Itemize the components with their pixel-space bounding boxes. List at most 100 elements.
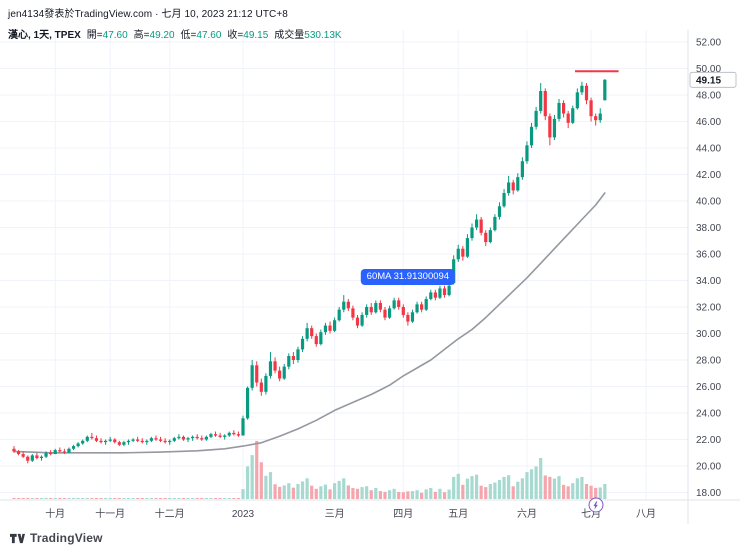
candle-body (26, 456, 30, 461)
candle-body (49, 452, 53, 455)
volume-bar (94, 498, 99, 499)
price-tick-label: 44.00 (696, 144, 721, 155)
price-tick-label: 28.00 (696, 356, 721, 367)
candle-body (507, 182, 511, 194)
candle-body (126, 440, 131, 443)
volume-bar (511, 486, 515, 499)
volume-bar (589, 485, 593, 499)
volume-bar (401, 492, 405, 499)
candle-body (218, 435, 222, 437)
candle-body (543, 91, 547, 117)
candle-body (474, 219, 479, 228)
volume-bar (296, 484, 300, 499)
candle-body (305, 328, 309, 339)
candle-body (44, 452, 48, 457)
volume-bar (168, 498, 172, 499)
candle-body (529, 126, 534, 146)
legend-field-value: 49.15 (243, 30, 269, 41)
volume-bar (259, 462, 263, 499)
volume-bar (232, 498, 236, 499)
candle-body (310, 328, 314, 337)
candle-body (158, 439, 163, 441)
volume-bar (163, 498, 167, 499)
volume-bar (131, 498, 135, 499)
candle-body (282, 366, 286, 379)
volume-bar (502, 476, 506, 499)
candle-body (287, 356, 291, 367)
candle-body (319, 332, 323, 345)
price-tick-label: 30.00 (696, 329, 721, 340)
volume-bar (236, 498, 241, 499)
volume-bar (108, 498, 112, 499)
candle-body (296, 349, 300, 360)
volume-bar (397, 491, 401, 499)
time-tick-label: 十一月 (95, 507, 125, 520)
price-tick-label: 34.00 (696, 276, 721, 287)
ma60-tooltip: 60MA 31.91300094 (360, 268, 456, 286)
candle-body (177, 436, 181, 439)
price-tick-label: 22.00 (696, 435, 721, 446)
volume-bar (145, 498, 149, 499)
publication-marker-icon[interactable] (588, 497, 604, 513)
volume-bar (227, 498, 231, 499)
last-price-label-box (689, 71, 737, 88)
volume-bar (470, 476, 474, 499)
volume-bar (67, 498, 71, 499)
candle-body (516, 177, 520, 191)
volume-bar (44, 498, 48, 499)
candle-body (67, 448, 71, 453)
candle-body (204, 436, 208, 440)
candle-body (406, 314, 410, 322)
time-tick-label: 四月 (393, 508, 413, 520)
candle-body (571, 108, 575, 123)
price-tick-label: 46.00 (696, 117, 721, 128)
volume-bar (255, 441, 259, 499)
volume-bar (369, 490, 373, 499)
candle-body (154, 438, 158, 440)
candle-body (598, 113, 602, 121)
legend-field-value: 49.20 (149, 30, 175, 41)
volume-bar (351, 487, 355, 499)
volume-bar (323, 484, 328, 499)
price-axis[interactable] (688, 30, 740, 524)
candle-body (333, 320, 337, 331)
candle-body (163, 440, 167, 443)
volume-bar (71, 498, 76, 499)
candle-body (539, 91, 543, 111)
volume-bar (594, 487, 598, 499)
price-tick-label: 40.00 (696, 197, 721, 208)
candle-body (488, 230, 492, 243)
candle-body (575, 92, 579, 109)
volume-bar (562, 484, 566, 499)
candle-body (21, 454, 25, 457)
volume-bar (415, 490, 419, 499)
volume-bar (507, 475, 511, 499)
candle-body (447, 285, 451, 296)
candle-body (351, 308, 355, 318)
volume-bar (374, 487, 378, 499)
volume-bar (282, 485, 286, 499)
candle-body (589, 100, 593, 117)
volume-bar (516, 481, 520, 499)
candle-body (122, 442, 126, 445)
volume-bar (30, 498, 34, 499)
candle-body (328, 325, 332, 331)
candle-body (30, 455, 34, 461)
price-tick-label: 26.00 (696, 382, 721, 393)
volume-bar (360, 487, 364, 499)
volume-bar (534, 466, 538, 499)
volume-bar (461, 484, 465, 499)
volume-bar (140, 498, 144, 499)
volume-bar (539, 457, 543, 499)
price-tick-label: 36.00 (696, 250, 721, 261)
time-axis[interactable] (0, 500, 688, 524)
volume-bar (392, 488, 396, 499)
tradingview-logo[interactable]: TradingView (30, 531, 103, 545)
legend-symbol[interactable]: 漢心, 1天, TPEX (8, 30, 81, 41)
candle-body (420, 304, 424, 310)
volume-bar (213, 498, 218, 499)
candle-body (90, 436, 94, 439)
tradingview-logo-icon (10, 533, 25, 543)
volume-bar (218, 498, 222, 499)
